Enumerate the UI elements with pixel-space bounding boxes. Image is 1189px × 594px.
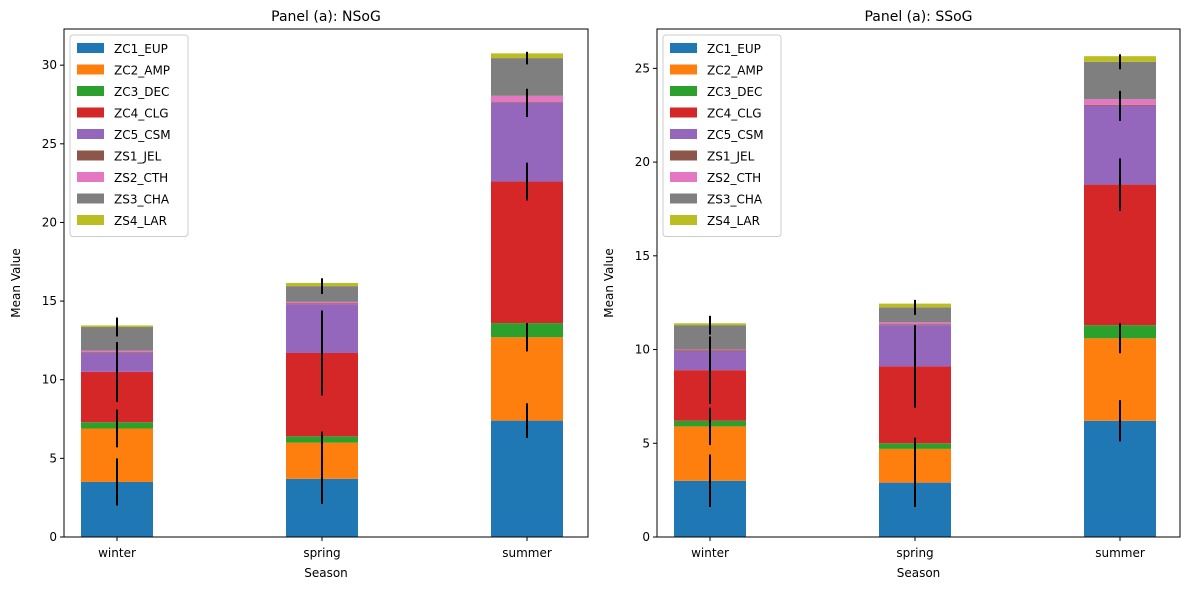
legend-label: ZS3_CHA	[707, 193, 763, 207]
legend-label: ZS3_CHA	[114, 193, 170, 207]
bar-zc1-eup-summer	[491, 420, 563, 537]
y-tick-label: 5	[49, 451, 57, 465]
axes-frame	[656, 28, 1181, 538]
legend-swatch-zs2-cth	[670, 172, 697, 182]
y-tick-label: 10	[42, 373, 57, 387]
y-tick-label: 20	[42, 215, 57, 229]
panel-ssog: Panel (a): SSoG 0 5 10 15 20 25 winter spring sum…	[602, 9, 1181, 580]
legend-label: ZS2_CTH	[114, 171, 168, 185]
legend-swatch-zs4-lar	[77, 215, 104, 225]
x-tick-label: summer	[502, 546, 552, 560]
legend-label: ZC4_CLG	[114, 107, 169, 121]
y-tick-label: 25	[42, 137, 57, 151]
y-tick-label: 5	[642, 436, 650, 450]
legend-box	[69, 34, 189, 237]
bar-zs1-jel-spring	[286, 303, 358, 305]
legend-swatch-zc1-eup	[77, 43, 104, 53]
legend-label: ZC2_AMP	[707, 64, 763, 78]
y-tick-label: 20	[635, 155, 650, 169]
y-axis-label: Mean Value	[9, 248, 23, 317]
chart-title: Panel (a): NSoG	[271, 9, 381, 25]
legend-label: ZC1_EUP	[707, 42, 761, 56]
legend-swatch-zc2-amp	[77, 64, 104, 75]
y-tick-label: 15	[635, 249, 650, 263]
y-tick-label: 25	[635, 61, 650, 75]
legend-label: ZS1_JEL	[114, 150, 162, 164]
axes-frame	[63, 28, 589, 538]
legend-swatch-zc3-dec	[77, 86, 104, 96]
legend-swatch-zc3-dec	[670, 86, 697, 96]
legend-label: ZC3_DEC	[707, 85, 762, 99]
y-tick-label: 10	[635, 343, 650, 357]
legend-label: ZC5_CSM	[114, 128, 171, 142]
legend-label: ZC5_CSM	[707, 128, 764, 142]
legend-swatch-zs1-jel	[77, 150, 104, 161]
legend-swatch-zc2-amp	[670, 64, 697, 75]
x-axis-label: Season	[897, 566, 941, 580]
y-axis-label: Mean Value	[602, 248, 616, 317]
legend-label: ZC2_AMP	[114, 64, 170, 78]
y-tick-label: 0	[642, 530, 650, 544]
bar-zs2-cth-spring	[286, 301, 358, 304]
legend-label: ZS2_CTH	[707, 171, 761, 185]
legend-label: ZS4_LAR	[707, 214, 760, 228]
legend-swatch-zc5-csm	[670, 129, 697, 139]
x-tick-label: summer	[1095, 546, 1145, 560]
bar-zc4-clg-summer	[491, 181, 563, 324]
legend-swatch-zs3-cha	[670, 193, 697, 204]
x-tick-label: winter	[98, 546, 136, 560]
bar-zs3-cha-spring	[879, 307, 951, 323]
bar-zs1-jel-spring	[879, 324, 951, 326]
legend-swatch-zc1-eup	[670, 43, 697, 53]
x-tick-label: spring	[896, 546, 933, 560]
y-tick-label: 0	[49, 530, 57, 544]
legend-label: ZC4_CLG	[707, 107, 762, 121]
x-axis-label: Season	[304, 566, 348, 580]
legend-swatch-zc4-clg	[77, 107, 104, 118]
legend-swatch-zs2-cth	[77, 172, 104, 182]
x-tick-label: spring	[303, 546, 340, 560]
legend-swatch-zs3-cha	[77, 193, 104, 204]
legend-box	[662, 34, 782, 237]
legend-label: ZS4_LAR	[114, 214, 167, 228]
legend-label: ZC3_DEC	[114, 85, 169, 99]
legend-swatch-zs4-lar	[670, 215, 697, 225]
bar-zs3-cha-winter	[81, 327, 153, 351]
legend-label: ZS1_JEL	[707, 150, 755, 164]
bar-zs2-cth-spring	[879, 322, 951, 325]
legend-swatch-zc4-clg	[670, 107, 697, 118]
legend-swatch-zs1-jel	[670, 150, 697, 161]
legend-swatch-zc5-csm	[77, 129, 104, 139]
y-tick-label: 15	[42, 294, 57, 308]
y-tick-label: 30	[42, 58, 57, 72]
chart-title: Panel (a): SSoG	[864, 9, 972, 25]
legend-label: ZC1_EUP	[114, 42, 168, 56]
panel-nsog: Panel (a): NSoG 0 5 10 15 20 25 30 winter spring s…	[9, 9, 589, 580]
x-tick-label: winter	[691, 546, 729, 560]
